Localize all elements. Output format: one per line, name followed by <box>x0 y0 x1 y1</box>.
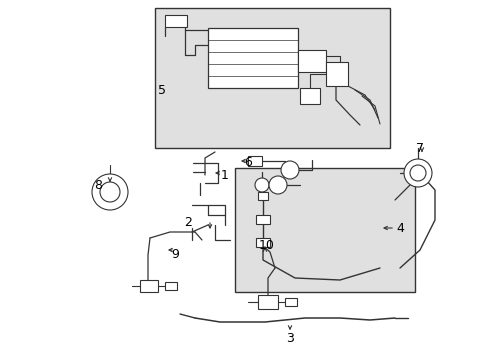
Circle shape <box>268 176 286 194</box>
Circle shape <box>403 159 431 187</box>
Bar <box>297 50 325 72</box>
Bar <box>256 215 269 224</box>
Bar <box>299 88 319 104</box>
Bar <box>258 295 278 309</box>
Text: 3: 3 <box>285 332 293 345</box>
Circle shape <box>281 161 298 179</box>
Bar <box>207 28 297 88</box>
Text: 8: 8 <box>94 179 102 192</box>
Text: 2: 2 <box>183 216 192 229</box>
Text: 4: 4 <box>395 221 403 234</box>
Bar <box>155 8 389 148</box>
Text: 5: 5 <box>158 84 165 96</box>
Bar <box>140 280 158 292</box>
Bar <box>258 192 267 200</box>
Text: 1: 1 <box>221 168 228 181</box>
Text: 6: 6 <box>244 156 251 168</box>
Bar <box>235 168 414 292</box>
Bar <box>247 156 262 166</box>
Bar <box>164 282 177 290</box>
Text: 10: 10 <box>259 239 274 252</box>
Circle shape <box>254 178 268 192</box>
Circle shape <box>92 174 128 210</box>
Bar <box>285 298 296 306</box>
Bar <box>164 15 186 27</box>
Text: 9: 9 <box>171 248 179 261</box>
Text: 7: 7 <box>415 141 423 154</box>
Circle shape <box>409 165 425 181</box>
Circle shape <box>100 182 120 202</box>
Bar <box>256 238 269 247</box>
Bar <box>325 62 347 86</box>
